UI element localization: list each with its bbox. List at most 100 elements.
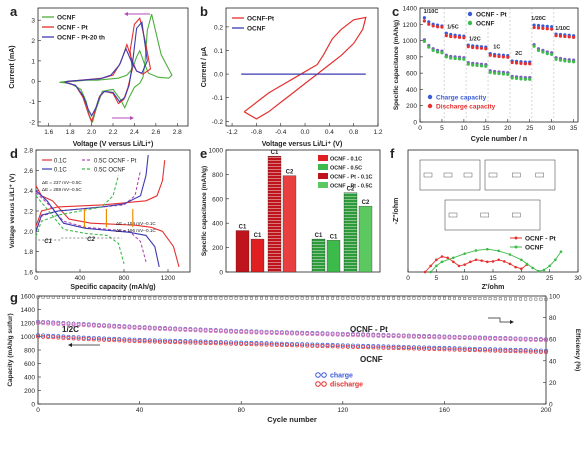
data-point: [315, 342, 320, 347]
efficiency-point: [443, 296, 446, 300]
data-point: [157, 326, 162, 331]
data-point: [558, 58, 563, 62]
efficiency-point: [402, 296, 406, 300]
y-tick-label: 0: [31, 402, 35, 409]
data-point: [147, 338, 152, 343]
legend-marker: [514, 245, 518, 249]
data-point: [429, 270, 432, 274]
data-point: [61, 335, 66, 340]
data-point: [483, 336, 487, 341]
data-point: [376, 333, 381, 338]
data-point: [572, 35, 576, 39]
legend-label: charge: [330, 373, 353, 380]
data-point: [533, 337, 538, 342]
data-point: [528, 337, 533, 342]
data-point: [269, 342, 274, 347]
efficiency-point: [51, 295, 55, 299]
bar: [250, 238, 265, 273]
y-tick-label: 1200: [21, 321, 36, 328]
x-tick-label: 0: [418, 125, 422, 132]
data-point: [440, 260, 444, 264]
data-point: [36, 334, 40, 339]
data-point: [452, 256, 455, 260]
data-point: [107, 338, 112, 342]
data-point: [417, 345, 421, 350]
legend-label: OCNF: [525, 245, 543, 252]
efficiency-point: [41, 295, 45, 299]
x-tick-label: 2.4: [130, 129, 139, 136]
data-point: [340, 344, 345, 349]
efficiency-point: [260, 296, 263, 300]
efficiency-point: [509, 297, 512, 301]
data-point: [486, 260, 489, 264]
data-point: [528, 77, 532, 81]
data-point: [132, 337, 137, 342]
efficiency-point: [194, 296, 197, 300]
resistor-icon: [512, 212, 521, 218]
data-point: [401, 334, 406, 339]
legend-marker: [315, 381, 321, 387]
bar-label: C1: [254, 233, 262, 239]
data-point: [198, 339, 203, 344]
data-point: [545, 24, 549, 28]
x-tick-label: 30: [574, 275, 582, 282]
data-point: [234, 341, 239, 346]
data-point: [427, 22, 431, 26]
data-point: [66, 334, 71, 339]
efficiency-point: [448, 296, 451, 300]
data-point: [356, 345, 360, 349]
data-point: [315, 344, 320, 348]
efficiency-point: [62, 295, 65, 299]
data-point: [437, 345, 442, 350]
x-axis-label: Cycle number: [267, 415, 317, 424]
data-point: [520, 258, 523, 262]
y-tick-label: 800: [212, 172, 223, 179]
data-point: [523, 337, 528, 342]
efficiency-point: [255, 296, 258, 300]
data-point: [46, 321, 51, 326]
data-point: [112, 324, 117, 329]
data-point: [330, 344, 335, 349]
data-point: [417, 334, 421, 339]
data-point: [523, 348, 528, 353]
data-point: [51, 320, 56, 325]
legend-label: OCNF - Pt: [57, 25, 89, 32]
data-point: [71, 336, 76, 341]
data-point: [193, 339, 198, 344]
arrow-right-icon: [488, 317, 512, 323]
efficiency-point: [412, 296, 416, 300]
data-point: [376, 345, 381, 350]
legend-label: Charge capacity: [436, 95, 487, 102]
data-point: [536, 23, 541, 28]
data-point: [76, 322, 81, 327]
efficiency-point: [82, 296, 86, 299]
y-tick-label: 1600: [21, 294, 36, 301]
rate-label: 1/2C: [469, 37, 481, 43]
resistor-icon: [463, 172, 473, 178]
data-point: [46, 335, 51, 339]
data-point: [484, 64, 488, 68]
data-point: [406, 346, 411, 351]
data-point: [567, 35, 571, 39]
data-point: [361, 345, 366, 350]
y-tick-label: -2: [29, 119, 35, 126]
data-point: [325, 332, 330, 337]
efficiency-point: [519, 297, 523, 301]
resistor-icon: [480, 212, 489, 218]
efficiency-point: [148, 296, 152, 300]
data-point: [183, 327, 188, 332]
data-point: [478, 348, 482, 353]
y-tick-label: 0.2: [214, 24, 223, 31]
panel-d-charge-discharge: 0 400 800 1200 1.6 1.8 2.0 2.2 2.4 2.6 2.8 0.1C 0.5C…: [9, 148, 191, 291]
data-point: [127, 325, 132, 330]
legend-label: OCNF - Pt: [476, 12, 508, 19]
data-point: [91, 336, 96, 341]
x-tick-label: -0.4: [275, 129, 287, 136]
data-point: [550, 25, 554, 29]
data-point: [310, 343, 315, 348]
data-point: [466, 45, 470, 49]
y-tick-label: 1: [31, 58, 35, 65]
data-point: [503, 347, 508, 352]
data-point: [486, 247, 489, 251]
data-point: [519, 61, 523, 65]
